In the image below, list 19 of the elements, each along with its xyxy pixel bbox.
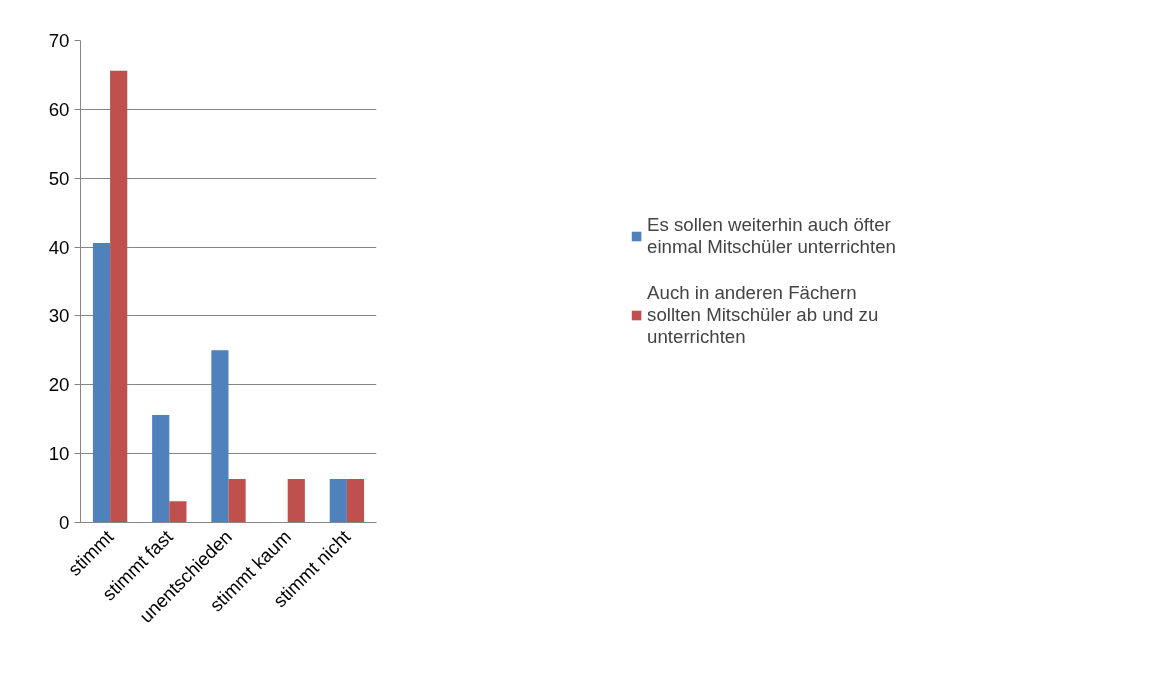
legend-label: Es sollen weiterhin auch öfter einmal Mitschüler unterrichten [647, 214, 896, 258]
bar [92, 242, 111, 523]
bar [211, 350, 229, 523]
bar [110, 70, 128, 523]
y-tick-label: 50 [48, 167, 70, 189]
bar [346, 479, 365, 523]
legend-label: Auch in anderen Fächern sollten Mitschüler ab und zu unterrichten [647, 282, 879, 348]
y-tick-label: 30 [48, 305, 70, 327]
bar [228, 479, 246, 523]
y-tick-label: 40 [48, 236, 70, 258]
bar [329, 479, 347, 523]
y-tick-label: 0 [59, 512, 70, 533]
bar [152, 415, 170, 523]
bar [169, 501, 187, 523]
bar [287, 479, 305, 523]
y-tick-label: 20 [48, 374, 70, 396]
y-tick-label: 60 [48, 98, 70, 120]
y-tick-label: 10 [48, 443, 70, 465]
y-tick-label: 70 [48, 30, 70, 51]
